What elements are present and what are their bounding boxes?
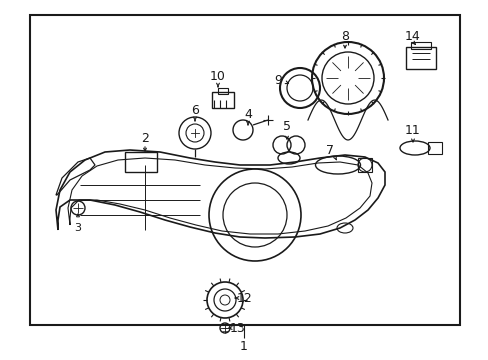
Bar <box>212 92 234 108</box>
Text: 4: 4 <box>244 108 251 122</box>
Text: 14: 14 <box>404 30 420 42</box>
Text: 7: 7 <box>325 144 333 157</box>
Bar <box>125 152 157 172</box>
Bar <box>357 158 371 172</box>
Text: 1: 1 <box>240 341 247 354</box>
Bar <box>30 15 459 325</box>
Text: 8: 8 <box>340 31 348 44</box>
Text: 3: 3 <box>74 223 81 233</box>
Text: 9: 9 <box>273 73 282 86</box>
Bar <box>218 88 227 94</box>
Bar <box>410 42 430 49</box>
Text: 10: 10 <box>210 71 225 84</box>
Bar <box>427 142 441 154</box>
Text: 11: 11 <box>404 125 420 138</box>
Text: 13: 13 <box>230 321 245 334</box>
Text: 5: 5 <box>283 121 290 134</box>
Text: 2: 2 <box>141 131 149 144</box>
Text: 6: 6 <box>191 104 199 117</box>
Text: 12: 12 <box>237 292 252 305</box>
Bar <box>405 47 435 69</box>
